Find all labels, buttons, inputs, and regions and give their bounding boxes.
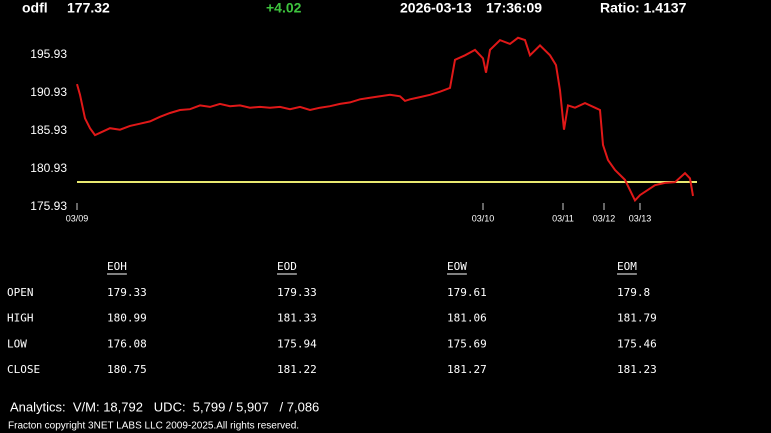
copyright: Fracton copyright 3NET LABS LLC 2009-202… xyxy=(8,421,299,432)
y-tick-label: 190.93 xyxy=(30,85,67,99)
column-header: EOM xyxy=(617,260,637,273)
cell: 181.23 xyxy=(617,363,657,376)
column-header: EOW xyxy=(447,260,467,273)
y-tick-label: 195.93 xyxy=(30,47,67,61)
row-label: OPEN xyxy=(7,286,34,299)
cell: 175.69 xyxy=(447,337,487,350)
x-tick-label: 03/11 xyxy=(552,213,574,223)
column-header: EOD xyxy=(277,260,297,273)
cell: 181.22 xyxy=(277,363,317,376)
price-line xyxy=(76,36,694,203)
ratio: Ratio: 1.4137 xyxy=(600,0,687,16)
y-tick-label: 180.93 xyxy=(30,161,67,175)
cell: 175.94 xyxy=(277,337,317,350)
date: 2026-03-13 xyxy=(400,0,472,16)
cell: 175.46 xyxy=(617,337,657,350)
row-label: LOW xyxy=(7,337,27,350)
cell: 181.06 xyxy=(447,312,487,325)
x-tick-label: 03/10 xyxy=(472,213,495,223)
x-tick-label: 03/13 xyxy=(629,213,652,223)
x-tick-label: 03/12 xyxy=(593,213,616,223)
x-tick-label: 03/09 xyxy=(66,213,89,223)
analytics: Analytics: V/M: 18,792 UDC: 5,799 / 5,90… xyxy=(10,399,319,414)
symbol: odfl xyxy=(22,0,48,16)
cell: 181.79 xyxy=(617,312,657,325)
cell: 179.61 xyxy=(447,286,487,299)
column-header: EOH xyxy=(107,260,127,273)
y-tick-label: 175.93 xyxy=(30,199,67,213)
row-label: HIGH xyxy=(7,312,34,325)
cell: 179.33 xyxy=(107,286,147,299)
cell: 181.27 xyxy=(447,363,487,376)
y-tick-label: 185.93 xyxy=(30,123,67,137)
cell: 176.08 xyxy=(107,337,147,350)
price: 177.32 xyxy=(67,0,110,16)
cell: 181.33 xyxy=(277,312,317,325)
time: 17:36:09 xyxy=(486,0,542,16)
cell: 180.99 xyxy=(107,312,147,325)
cell: 179.8 xyxy=(617,286,650,299)
cell: 179.33 xyxy=(277,286,317,299)
row-label: CLOSE xyxy=(7,363,40,376)
change: +4.02 xyxy=(266,0,302,16)
cell: 180.75 xyxy=(107,363,147,376)
